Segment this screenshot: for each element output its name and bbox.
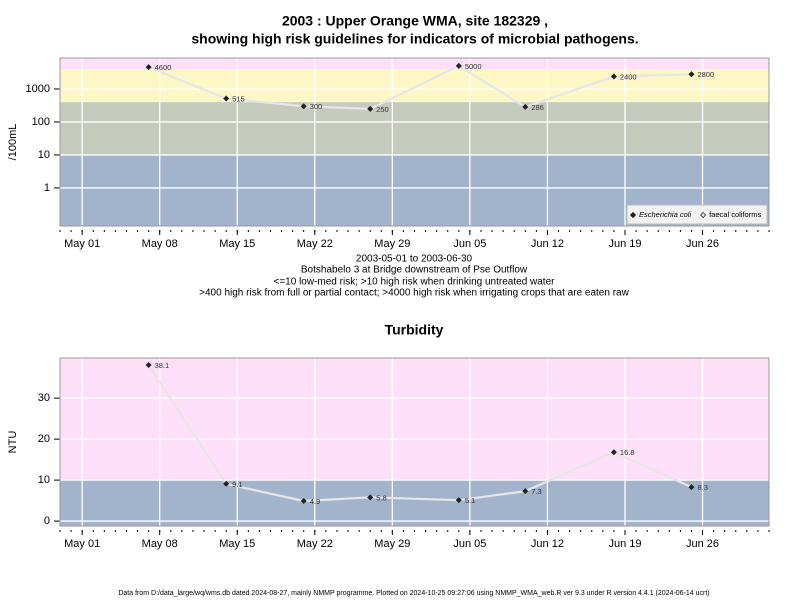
data-point [610, 73, 617, 80]
series-line [148, 64, 692, 110]
risk-band [60, 102, 769, 155]
data-label: 300 [310, 102, 323, 111]
legend-box [626, 204, 768, 225]
y-tick-label: 0 [44, 515, 50, 527]
x-tick-label: Jun 26 [686, 238, 719, 250]
data-label: 8.3 [697, 483, 707, 492]
x-tick-label: Jun 12 [531, 238, 564, 250]
footer: Data from D:/data_large/wq/wms.db dated … [118, 590, 709, 597]
x-tick-label: Jun 19 [608, 238, 641, 250]
data-label: 515 [232, 94, 245, 103]
data-label: 5000 [465, 62, 482, 71]
chart-title: showing high risk guidelines for indicat… [191, 31, 638, 47]
x-tick-label: Jun 19 [608, 538, 641, 550]
y-tick-label: 1 [44, 182, 50, 194]
data-label: 2800 [697, 70, 714, 79]
y-tick-label: 10 [38, 149, 50, 161]
y-axis-label: NTU [7, 431, 19, 454]
data-label: 38.1 [155, 361, 170, 370]
data-label: 16.8 [620, 448, 635, 457]
chart-title: Turbidity [385, 322, 444, 338]
note: Botshabelo 3 at Bridge downstream of Pse… [301, 265, 528, 276]
y-tick-label: 1000 [26, 83, 50, 95]
data-label: 7.3 [531, 487, 541, 496]
x-tick-label: May 29 [374, 538, 410, 550]
x-tick-label: May 15 [219, 538, 255, 550]
legend-symbol [700, 211, 707, 219]
y-tick-label: 100 [32, 116, 50, 128]
data-point [300, 103, 307, 110]
risk-band [60, 58, 769, 70]
data-point [367, 494, 374, 501]
x-tick-label: Jun 12 [531, 538, 564, 550]
data-point [455, 62, 462, 69]
x-tick-label: May 22 [297, 238, 333, 250]
data-point [145, 361, 152, 368]
x-tick-label: Jun 05 [453, 538, 486, 550]
data-point [522, 103, 529, 110]
legend-label: Escherichia coli [639, 210, 691, 219]
data-point [300, 498, 307, 505]
x-tick-label: Jun 26 [686, 538, 719, 550]
y-tick-label: 30 [38, 392, 50, 404]
legend-label: faecal coliforms [709, 210, 761, 219]
data-point [367, 105, 374, 112]
x-tick-label: May 22 [297, 538, 333, 550]
y-tick-label: 20 [38, 433, 50, 445]
note: 2003-05-01 to 2003-06-30 [356, 254, 473, 265]
y-tick-label: 10 [38, 474, 50, 486]
data-point [610, 449, 617, 456]
risk-band [60, 358, 769, 481]
risk-band [60, 480, 769, 526]
x-tick-label: May 01 [64, 538, 100, 550]
data-label: 5.1 [465, 496, 475, 505]
x-tick-label: May 08 [142, 238, 178, 250]
x-tick-label: Jun 05 [453, 238, 486, 250]
data-point [145, 64, 152, 71]
data-point [688, 484, 695, 491]
x-tick-label: May 29 [374, 238, 410, 250]
data-label: 250 [376, 105, 389, 114]
legend-symbol [629, 211, 637, 219]
data-point [223, 95, 230, 102]
x-tick-label: May 15 [219, 238, 255, 250]
data-point [223, 480, 230, 487]
data-label: 4.9 [310, 497, 320, 506]
legend: Escherichia coli faecal coliforms [626, 204, 768, 225]
data-label: 2400 [620, 72, 637, 81]
note: >400 high risk from full or partial cont… [199, 288, 629, 299]
x-tick-label: May 01 [64, 238, 100, 250]
note: <=10 low-med risk; >10 high risk when dr… [274, 277, 556, 288]
data-point [455, 497, 462, 504]
data-label: 5.8 [376, 493, 386, 502]
data-label: 4600 [155, 63, 172, 72]
chart-title: 2003 : Upper Orange WMA, site 182329 , [282, 13, 548, 29]
plot-frame [59, 57, 770, 227]
plot-frame [59, 357, 770, 527]
series-line [147, 364, 692, 503]
data-label: 9.1 [232, 480, 242, 489]
y-axis-label: /100mL [7, 124, 19, 161]
x-tick-label: May 08 [142, 538, 178, 550]
data-point [522, 488, 529, 495]
data-point [688, 71, 695, 78]
data-label: 286 [531, 103, 544, 112]
